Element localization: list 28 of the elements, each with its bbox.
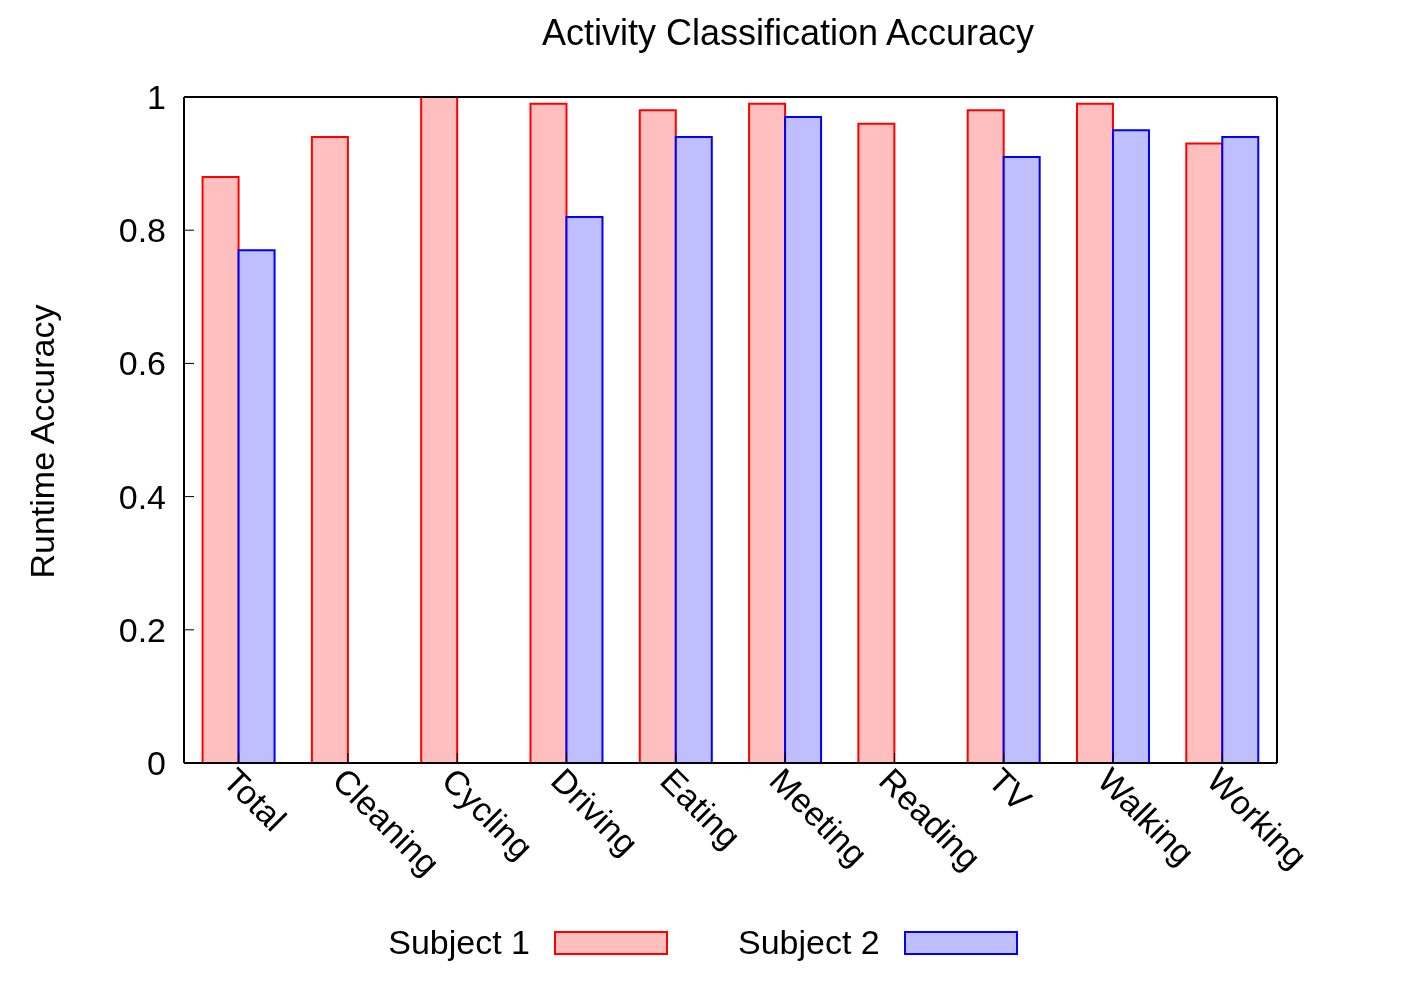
- y-tick-label: 0.8: [118, 211, 166, 250]
- bar: [1002, 155, 1041, 763]
- bar: [529, 102, 568, 763]
- bar: [1221, 135, 1260, 763]
- bar: [1185, 142, 1224, 763]
- chart-title: Activity Classification Accuracy: [540, 11, 1036, 55]
- bar: [748, 102, 787, 763]
- y-tick-label: 0.6: [118, 344, 166, 383]
- x-tick-label: TV: [981, 760, 1040, 819]
- y-tick-label: 0: [147, 744, 166, 783]
- legend-label: Subject 2: [738, 923, 880, 962]
- bar: [201, 175, 240, 763]
- bar: [1075, 102, 1114, 763]
- bar: [310, 135, 349, 763]
- bar: [784, 115, 823, 763]
- y-tick-label: 0.4: [118, 477, 166, 516]
- legend-label: Subject 1: [388, 923, 530, 962]
- y-tick-label: 0.2: [118, 610, 166, 649]
- bar: [674, 135, 713, 763]
- bar: [237, 249, 276, 763]
- y-tick-label: 1: [147, 78, 166, 117]
- bar: [565, 215, 604, 763]
- y-axis-title: Runtime Accuracy: [22, 304, 62, 578]
- bar: [1111, 129, 1150, 763]
- bar: [857, 122, 896, 763]
- bar: [420, 97, 459, 763]
- bar: [966, 109, 1005, 763]
- bar: [638, 109, 677, 763]
